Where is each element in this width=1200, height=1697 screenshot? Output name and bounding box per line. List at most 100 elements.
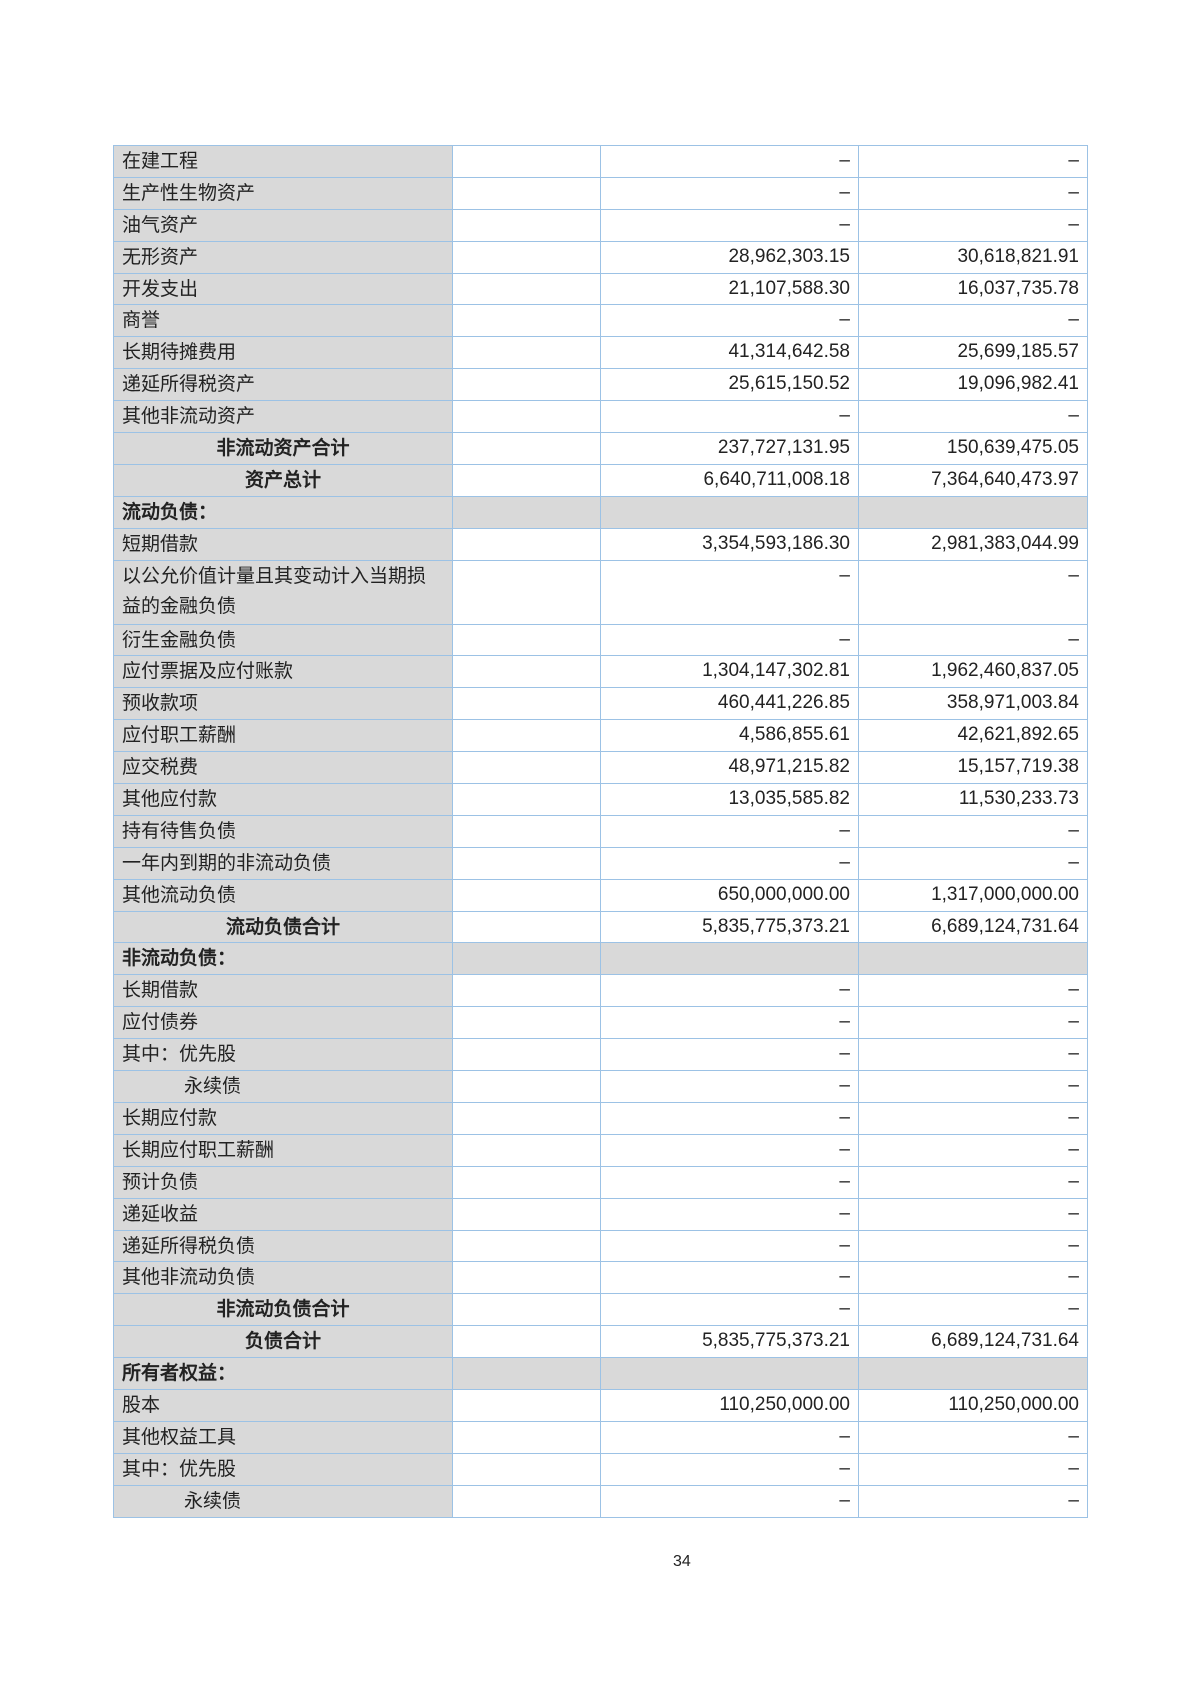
total-row: 负债合计 5,835,775,373.21 6,689,124,731.64 — [113, 1325, 1088, 1359]
prior-period-value: 150,639,475.05 — [858, 432, 1088, 465]
table-row: 应付票据及应付账款 1,304,147,302.81 1,962,460,837.0… — [113, 655, 1088, 689]
row-label: 其中：优先股 — [113, 1452, 453, 1486]
current-period-value: – — [600, 1070, 859, 1103]
row-label: 其他权益工具 — [113, 1420, 453, 1454]
table-row: 其他应付款 13,035,585.82 11,530,233.73 — [113, 783, 1088, 816]
current-period-value: 4,586,855.61 — [600, 719, 859, 753]
current-period-value: – — [600, 1165, 859, 1199]
prior-period-value: – — [858, 1133, 1088, 1167]
table-row: 开发支出 21,107,588.30 16,037,735.78 — [113, 272, 1088, 306]
prior-period-value: – — [858, 1261, 1088, 1295]
row-label: 在建工程 — [113, 145, 453, 178]
prior-period-value: – — [858, 1420, 1088, 1454]
note-cell — [452, 1388, 601, 1422]
table-row: 持有待售负债 – – — [113, 814, 1088, 848]
balance-sheet-table: 在建工程 – – 生产性生物资产 – – 油气资产 – – 无形资产 28,962,303.15 30… — [113, 145, 1088, 1518]
current-period-value: – — [600, 208, 859, 242]
prior-period-value: 16,037,735.78 — [858, 272, 1088, 306]
total-row: 非流动负债合计 – – — [113, 1293, 1088, 1327]
row-label: 应付债券 — [113, 1006, 453, 1040]
current-period-value: – — [600, 1133, 859, 1167]
row-label: 长期借款 — [113, 974, 453, 1008]
current-period-value: – — [600, 559, 859, 625]
prior-period-value: 358,971,003.84 — [858, 687, 1088, 721]
note-cell — [452, 751, 601, 785]
row-label: 永续债 — [113, 1484, 453, 1518]
note-cell — [452, 368, 601, 402]
row-label: 其他应付款 — [113, 783, 453, 816]
current-period-value: – — [600, 145, 859, 178]
note-cell — [452, 1070, 601, 1103]
note-cell — [452, 878, 601, 912]
current-period-value: 237,727,131.95 — [600, 432, 859, 465]
row-label: 流动负债： — [113, 495, 453, 529]
current-period-value: – — [600, 1484, 859, 1518]
table-row: 应交税费 48,971,215.82 15,157,719.38 — [113, 751, 1088, 785]
table-row: 衍生金融负债 – – — [113, 623, 1088, 657]
current-period-value: 1,304,147,302.81 — [600, 655, 859, 689]
prior-period-value: – — [858, 208, 1088, 242]
table-row: 预收款项 460,441,226.85 358,971,003.84 — [113, 687, 1088, 721]
page-number: 34 — [673, 1553, 691, 1570]
note-cell — [452, 1261, 601, 1295]
table-row: 其中：优先股 – – — [113, 1038, 1088, 1072]
row-label: 其他非流动资产 — [113, 400, 453, 434]
prior-period-value: 6,689,124,731.64 — [858, 910, 1088, 944]
prior-period-value: 110,250,000.00 — [858, 1388, 1088, 1422]
prior-period-value: – — [858, 1229, 1088, 1263]
note-cell — [452, 527, 601, 561]
note-cell — [452, 272, 601, 306]
row-label: 油气资产 — [113, 208, 453, 242]
note-cell — [452, 495, 601, 529]
total-row: 流动负债合计 5,835,775,373.21 6,689,124,731.64 — [113, 910, 1088, 944]
prior-period-value: – — [858, 846, 1088, 880]
table-row: 其他非流动资产 – – — [113, 400, 1088, 434]
prior-period-value: – — [858, 559, 1088, 625]
total-row: 资产总计 6,640,711,008.18 7,364,640,473.97 — [113, 463, 1088, 497]
prior-period-value: – — [858, 1006, 1088, 1040]
current-period-value — [600, 1357, 859, 1390]
current-period-value: – — [600, 974, 859, 1008]
current-period-value: 41,314,642.58 — [600, 336, 859, 370]
table-row: 生产性生物资产 – – — [113, 176, 1088, 210]
note-cell — [452, 208, 601, 242]
note-cell — [452, 1038, 601, 1072]
prior-period-value: 1,317,000,000.00 — [858, 878, 1088, 912]
row-label: 递延所得税资产 — [113, 368, 453, 402]
current-period-value: – — [600, 176, 859, 210]
prior-period-value: 6,689,124,731.64 — [858, 1325, 1088, 1359]
prior-period-value: 25,699,185.57 — [858, 336, 1088, 370]
table-row: 以公允价值计量且其变动计入当期损益的金融负债 – – — [113, 559, 1088, 625]
current-period-value — [600, 942, 859, 976]
current-period-value: 6,640,711,008.18 — [600, 463, 859, 497]
current-period-value: – — [600, 304, 859, 338]
current-period-value: – — [600, 846, 859, 880]
note-cell — [452, 1452, 601, 1486]
prior-period-value: – — [858, 1165, 1088, 1199]
current-period-value: – — [600, 1229, 859, 1263]
row-label: 其中：优先股 — [113, 1038, 453, 1072]
row-label: 以公允价值计量且其变动计入当期损益的金融负债 — [113, 559, 453, 625]
current-period-value: – — [600, 1452, 859, 1486]
row-label: 长期应付职工薪酬 — [113, 1133, 453, 1167]
prior-period-value: – — [858, 176, 1088, 210]
row-label: 应付票据及应付账款 — [113, 655, 453, 689]
note-cell — [452, 1133, 601, 1167]
prior-period-value — [858, 1357, 1088, 1390]
prior-period-value: – — [858, 814, 1088, 848]
table-row: 递延所得税资产 25,615,150.52 19,096,982.41 — [113, 368, 1088, 402]
current-period-value: – — [600, 1006, 859, 1040]
row-label: 所有者权益： — [113, 1357, 453, 1390]
row-label: 无形资产 — [113, 240, 453, 274]
note-cell — [452, 145, 601, 178]
table-row: 一年内到期的非流动负债 – – — [113, 846, 1088, 880]
prior-period-value: – — [858, 623, 1088, 657]
note-cell — [452, 1357, 601, 1390]
note-cell — [452, 1229, 601, 1263]
current-period-value: – — [600, 623, 859, 657]
prior-period-value: – — [858, 1070, 1088, 1103]
prior-period-value: – — [858, 1101, 1088, 1135]
row-label: 长期应付款 — [113, 1101, 453, 1135]
note-cell — [452, 1006, 601, 1040]
prior-period-value: 11,530,233.73 — [858, 783, 1088, 816]
